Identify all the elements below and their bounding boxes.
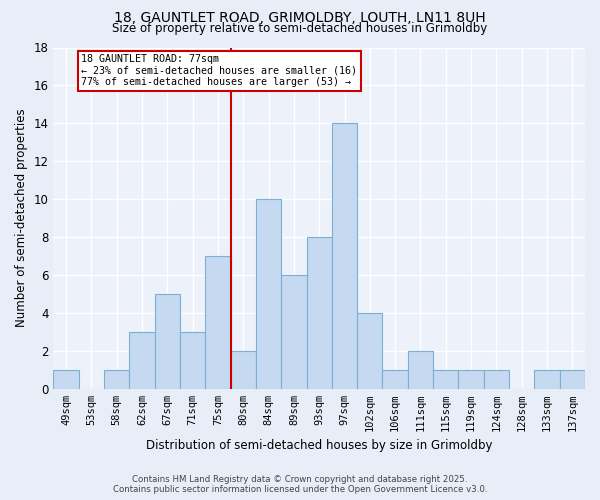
- Bar: [332, 124, 357, 389]
- Bar: [230, 351, 256, 389]
- Bar: [458, 370, 484, 389]
- Bar: [256, 199, 281, 389]
- Bar: [180, 332, 205, 389]
- Y-axis label: Number of semi-detached properties: Number of semi-detached properties: [15, 109, 28, 328]
- Text: Contains HM Land Registry data © Crown copyright and database right 2025.
Contai: Contains HM Land Registry data © Crown c…: [113, 474, 487, 494]
- Text: Size of property relative to semi-detached houses in Grimoldby: Size of property relative to semi-detach…: [112, 22, 488, 35]
- Bar: [433, 370, 458, 389]
- Bar: [307, 237, 332, 389]
- Bar: [408, 351, 433, 389]
- Bar: [53, 370, 79, 389]
- Bar: [104, 370, 130, 389]
- X-axis label: Distribution of semi-detached houses by size in Grimoldby: Distribution of semi-detached houses by …: [146, 440, 493, 452]
- Bar: [281, 275, 307, 389]
- Bar: [535, 370, 560, 389]
- Bar: [130, 332, 155, 389]
- Bar: [205, 256, 230, 389]
- Text: 18, GAUNTLET ROAD, GRIMOLDBY, LOUTH, LN11 8UH: 18, GAUNTLET ROAD, GRIMOLDBY, LOUTH, LN1…: [114, 11, 486, 25]
- Bar: [155, 294, 180, 389]
- Bar: [560, 370, 585, 389]
- Text: 18 GAUNTLET ROAD: 77sqm
← 23% of semi-detached houses are smaller (16)
77% of se: 18 GAUNTLET ROAD: 77sqm ← 23% of semi-de…: [81, 54, 357, 88]
- Bar: [382, 370, 408, 389]
- Bar: [357, 313, 382, 389]
- Bar: [484, 370, 509, 389]
